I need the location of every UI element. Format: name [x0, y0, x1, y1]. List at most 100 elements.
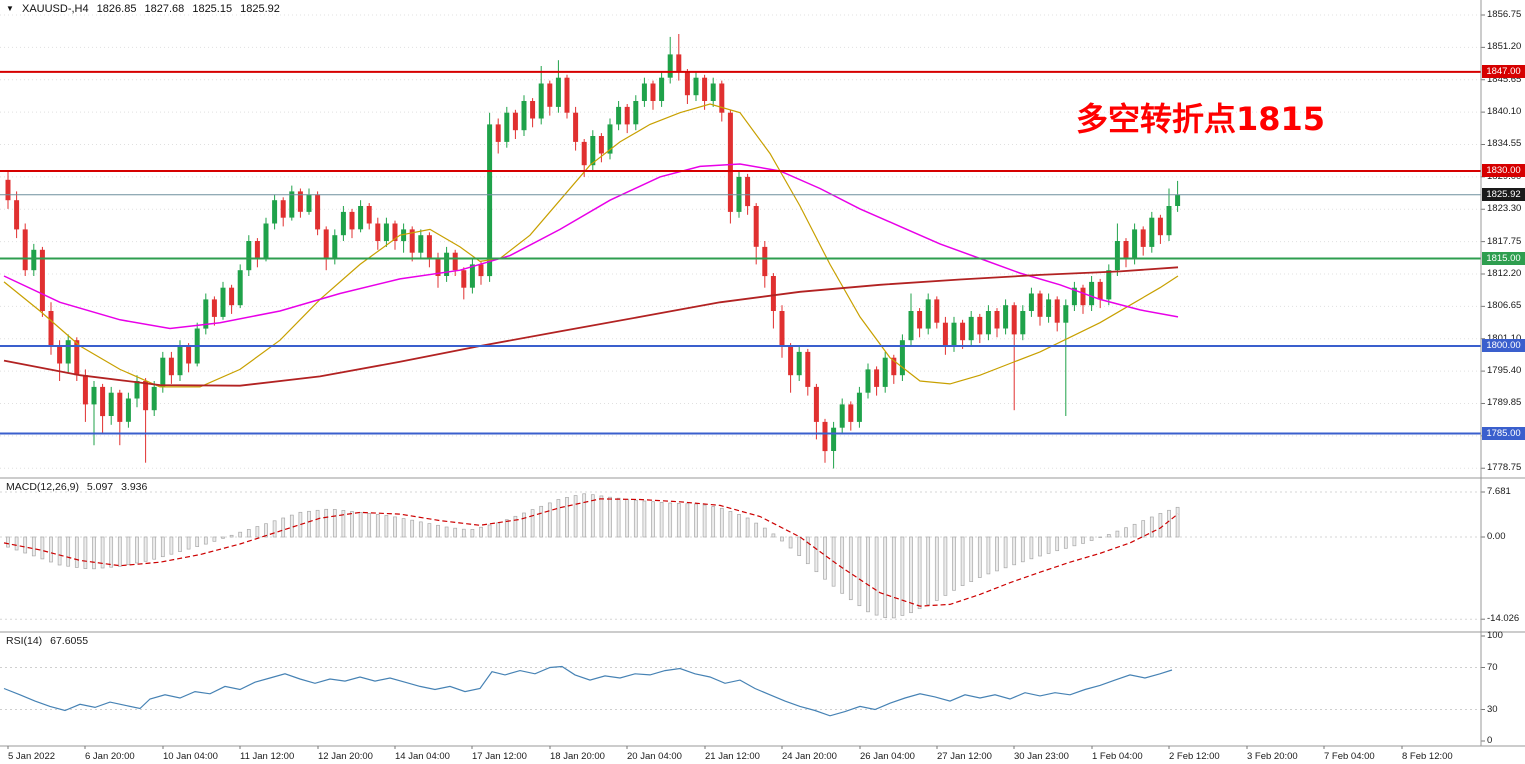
tick-direction-icon[interactable]: ▼ [6, 4, 14, 13]
candle-body [796, 351, 802, 376]
macd-histogram [6, 493, 1180, 619]
candle-body [607, 124, 613, 154]
candle-body [968, 316, 974, 341]
candle-body [401, 229, 407, 242]
candle-body [108, 392, 114, 416]
candle-body [1020, 311, 1026, 335]
macd-bar [341, 510, 346, 538]
candle-body [693, 77, 699, 96]
candle-body [805, 351, 811, 387]
candle-body [1011, 305, 1017, 335]
candle-body [641, 83, 647, 101]
macd-bar [676, 503, 681, 538]
candle-body [917, 311, 923, 329]
candle-body [392, 223, 398, 241]
candle-body [977, 316, 983, 335]
macd-bar [358, 512, 363, 538]
macd-bar [470, 529, 475, 538]
candle-body [1106, 270, 1112, 300]
candle-body [899, 340, 905, 376]
candle-body [581, 141, 587, 166]
macd-bar [74, 536, 79, 568]
candle-body [375, 223, 381, 241]
macd-bar [573, 495, 578, 538]
macd-bar [1098, 536, 1103, 538]
candle-body [306, 194, 312, 212]
candle-body [461, 270, 467, 288]
macd-bar [659, 502, 664, 538]
macd-bar [367, 513, 372, 538]
macd-bar [642, 500, 647, 538]
macd-bar [608, 496, 612, 538]
macd-bar [31, 536, 36, 557]
macd-bar [995, 536, 999, 572]
macd-bar [599, 495, 604, 538]
candle-body [925, 299, 931, 329]
candle-body [229, 287, 235, 306]
macd-bar [427, 523, 432, 538]
macd-bar [143, 536, 148, 562]
annotation-text[interactable]: 多空转折点1815 [1076, 100, 1326, 138]
candle-body [57, 346, 63, 364]
macd-bar [917, 536, 922, 610]
candle-body [616, 106, 622, 125]
candle-body [358, 206, 364, 230]
macd-bar [92, 536, 96, 570]
candle-body [1037, 293, 1043, 317]
macd-bar [1003, 536, 1008, 569]
candles [5, 34, 1181, 469]
macd-bar [1063, 536, 1068, 549]
candle-body [753, 206, 759, 247]
candle-body [1063, 305, 1069, 323]
macd-bar [754, 522, 759, 538]
macd-bar [109, 536, 114, 568]
candle-body [1123, 241, 1129, 259]
macd-bar [1020, 536, 1025, 563]
candle-body [315, 194, 321, 230]
candle-body [495, 124, 501, 142]
candle-body [82, 375, 88, 405]
candle-body [762, 246, 768, 277]
rsi-line [3, 665, 1173, 717]
macd-bar [169, 536, 174, 555]
candle-body [530, 101, 536, 119]
macd-bar [866, 536, 870, 613]
macd-bar [1038, 536, 1042, 557]
candle-body [865, 369, 871, 393]
candle-body [1149, 217, 1155, 247]
symbol-header: ▼ XAUUSD-,H4 1826.85 1827.68 1825.15 182… [6, 3, 285, 15]
candle-body [839, 404, 845, 428]
candle-body [624, 106, 630, 125]
candle-body [676, 54, 682, 72]
candle-body [719, 83, 725, 113]
candle-body [1028, 293, 1034, 311]
macd-bar [728, 511, 733, 538]
candle-body [985, 311, 991, 335]
candle-body [1175, 194, 1181, 206]
candle-body [168, 357, 174, 376]
candle-body [237, 270, 243, 306]
candle-body [512, 112, 518, 131]
candle-body [203, 299, 209, 329]
candle-body [272, 200, 278, 224]
macd-bar [135, 536, 139, 564]
macd-bar [324, 508, 329, 538]
candle-body [547, 83, 553, 107]
macd-bar [281, 517, 286, 538]
candle-body [297, 191, 303, 212]
candle-body [1097, 281, 1103, 300]
candle-body [891, 357, 897, 376]
macd-bar [410, 519, 415, 538]
candle-body [598, 136, 604, 154]
candle-body [383, 223, 389, 241]
macd-bar [40, 536, 45, 560]
macd-bar [1175, 506, 1180, 538]
macd-bar [117, 536, 122, 567]
macd-bar [436, 524, 440, 538]
candle-body [151, 386, 157, 411]
candle-body [478, 264, 484, 277]
macd-bar [934, 536, 939, 601]
macd-bar [246, 529, 251, 538]
macd-bar [1046, 536, 1051, 554]
